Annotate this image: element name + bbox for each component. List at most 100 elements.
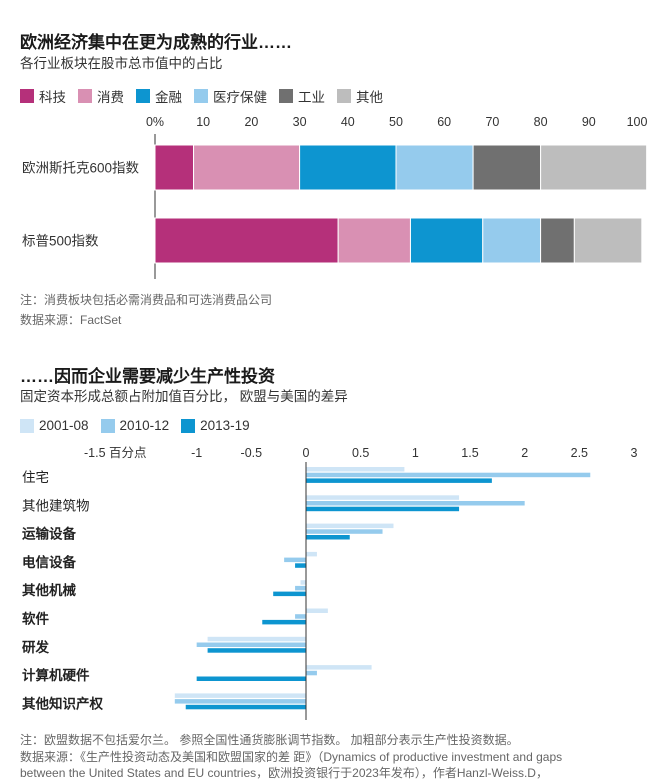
chart1-title: 欧洲经济集中在更为成熟的行业…… xyxy=(20,33,292,52)
chart2-bar xyxy=(306,535,350,540)
chart1-bar-segment xyxy=(573,217,643,264)
chart1-bar-segment xyxy=(472,144,542,191)
chart2-note: 注：欧盟数据不包括爱尔兰。 参照全国性通货膨胀调节指数。 加粗部分表示生产性投资… xyxy=(20,733,519,747)
chart1-source: 数据来源：FactSet xyxy=(20,313,122,327)
chart1-legend-item-4: 工业 xyxy=(279,86,325,106)
chart2-category-label: 其他建筑物 xyxy=(22,498,90,513)
chart2-bar xyxy=(306,670,317,676)
chart1-subtitle: 各行业板块在股市总市值中的占比 xyxy=(20,56,223,71)
chart2-bar xyxy=(207,636,306,642)
chart1-legend: 科技 消费 金融 医疗保健 工业 其他 xyxy=(20,86,395,106)
chart2-category-label: 其他机械 xyxy=(22,582,76,598)
chart1-legend-swatch xyxy=(279,89,293,103)
chart2-xtick-label: 2 xyxy=(521,446,528,460)
chart2-bar xyxy=(306,529,383,534)
chart1-xtick-label: 70 xyxy=(485,115,499,129)
chart2-bar xyxy=(196,642,306,647)
chart2-bar xyxy=(300,580,306,585)
chart2-xtick-label: 2.5 xyxy=(571,446,588,460)
chart1-xtick-label: 20 xyxy=(244,115,258,129)
chart1-xtick-label: 10 xyxy=(196,115,210,129)
chart2-xtick-label: -1 xyxy=(191,446,202,460)
chart1-bar-segment xyxy=(337,217,411,264)
chart2-bar xyxy=(295,614,306,619)
chart1-xtick-label: 60 xyxy=(437,115,451,129)
chart2-bar xyxy=(306,495,460,500)
chart2-subtitle: 固定资本形成总额占附加值百分比， 欧盟与美国的差异 xyxy=(20,389,348,404)
chart2-legend-swatch xyxy=(181,418,196,433)
chart2-bar xyxy=(185,704,306,710)
chart1-legend-swatch xyxy=(20,89,34,103)
chart1-bar-segment xyxy=(154,144,195,191)
chart1-category-label: 欧洲斯托克600指数 xyxy=(22,161,140,176)
chart1-legend-item-1: 消费 xyxy=(78,86,124,106)
chart1-legend-swatch xyxy=(337,89,351,103)
chart2-xtick-label: 0.5 xyxy=(352,446,369,460)
chart2-category-label: 研发 xyxy=(22,639,49,655)
chart1-bar-segment xyxy=(299,144,397,191)
chart2-bar xyxy=(295,563,306,568)
chart2-bar xyxy=(196,676,306,681)
chart2-xtick-label: 3 xyxy=(631,446,638,460)
chart1-note: 注：消费板块包括必需消费品和可选消费品公司 xyxy=(20,293,273,307)
chart1-legend-swatch xyxy=(78,89,92,103)
chart1-legend-item-5: 其他 xyxy=(337,86,383,106)
chart2-bar xyxy=(306,506,460,512)
chart2-legend: 2001-08 2010-12 2013-19 xyxy=(20,418,262,433)
chart1-legend-label: 金融 xyxy=(155,90,182,105)
chart1-bar-segment xyxy=(193,144,301,191)
chart1-legend-label: 其他 xyxy=(356,90,383,105)
chart2-category-label: 电信设备 xyxy=(22,554,76,570)
chart2-bar xyxy=(306,501,525,506)
chart2-bar xyxy=(174,693,306,698)
chart2-bar xyxy=(306,608,328,613)
chart2-source-line1: 数据来源：《生产性投资动态及美国和欧盟国家的差 距》（Dynamics of p… xyxy=(20,750,563,764)
chart1-bar-segment xyxy=(540,144,648,191)
chart1-category-label: 标普500指数 xyxy=(22,234,99,249)
chart2-bar xyxy=(306,523,394,529)
chart2-legend-swatch xyxy=(20,418,34,433)
chart1-legend-item-3: 医疗保健 xyxy=(194,86,267,106)
chart2-title: ……因而企业需要减少生产性投资 xyxy=(20,367,275,386)
chart1-legend-item-2: 金融 xyxy=(136,86,182,106)
chart2-legend-label: 2001-08 xyxy=(39,418,89,433)
chart1-bar-segment xyxy=(409,217,484,264)
chart2-legend-swatch xyxy=(100,418,115,433)
chart2-xtick-label: 1 xyxy=(412,446,419,460)
chart1-legend-label: 医疗保健 xyxy=(213,90,267,105)
chart2-category-label: 软件 xyxy=(22,611,49,627)
chart1-bar-segment xyxy=(482,217,542,264)
chart2-bar xyxy=(207,648,306,653)
chart2-xtick-label: -1.5 百分点 xyxy=(84,446,147,460)
chart2-bar xyxy=(306,665,372,670)
chart1-legend-label: 消费 xyxy=(97,90,124,105)
chart2-bar xyxy=(262,619,306,625)
chart2-legend-label: 2010-12 xyxy=(119,418,170,433)
chart2-bar xyxy=(295,585,306,591)
chart1-bar-segment xyxy=(395,144,474,191)
chart1-xtick-label: 100 xyxy=(627,115,648,129)
chart2-category-label: 计算机硬件 xyxy=(22,667,90,683)
chart1-xtick-label: 30 xyxy=(293,115,307,129)
chart2-bar xyxy=(273,591,306,597)
chart1-legend-label: 工业 xyxy=(298,90,325,105)
chart2-xtick-label: 1.5 xyxy=(461,446,478,460)
chart2-plot: -1.5 百分点 -1 -0.5 0 0.5 1 1.5 2 2.5 3 住宅其他建筑物运输设备电信… xyxy=(22,446,638,720)
chart1-legend-label: 科技 xyxy=(39,90,66,105)
chart1-xtick-label: 50 xyxy=(389,115,403,129)
chart1-bar-segment xyxy=(540,217,575,264)
chart2-legend-label: 2013-19 xyxy=(200,418,250,433)
chart2-bar xyxy=(306,472,591,478)
chart1-legend-item-0: 科技 xyxy=(20,86,66,106)
chart2-bar xyxy=(174,699,306,704)
chart1-xtick-label: 0% xyxy=(146,115,164,129)
chart2-bar xyxy=(284,557,306,563)
chart2-legend-item-0: 2001-08 xyxy=(20,418,89,433)
chart1-xtick-label: 40 xyxy=(341,115,355,129)
chart1-bar-segment xyxy=(154,217,339,264)
chart2-bar xyxy=(306,467,405,472)
chart2-category-label: 运输设备 xyxy=(22,526,76,542)
chart1-legend-swatch xyxy=(136,89,150,103)
chart2-bar xyxy=(306,551,317,557)
